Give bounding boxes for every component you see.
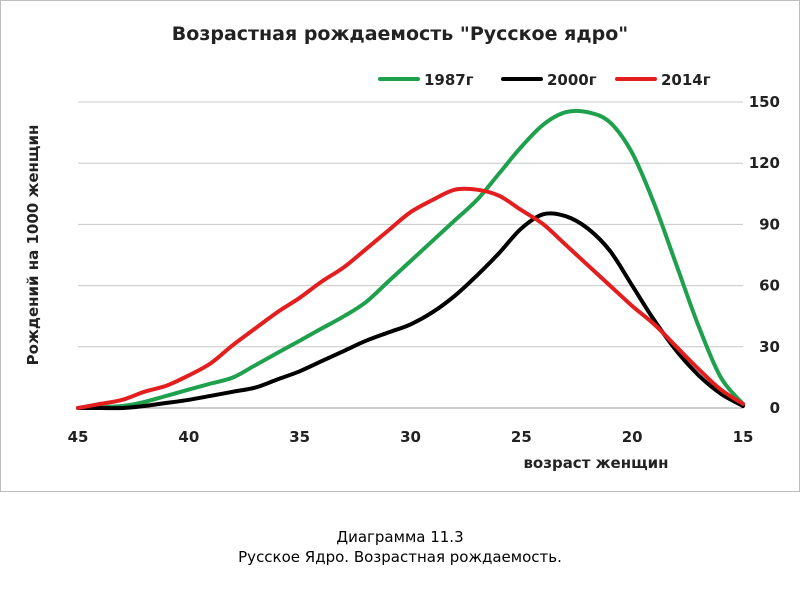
x-tick-label: 30 xyxy=(400,428,421,446)
legend: 1987г 2000г 2014г xyxy=(378,71,711,89)
y-tick-labels: 0 30 60 90 120 150 xyxy=(749,93,780,417)
x-tick-label: 20 xyxy=(622,428,643,446)
figure-caption-title: Русское Ядро. Возрастная рождаемость. xyxy=(238,548,562,566)
figure-caption-number: Диаграмма 11.3 xyxy=(336,528,464,546)
x-tick-labels: 45 40 35 30 25 20 15 xyxy=(68,428,754,446)
x-tick-label: 40 xyxy=(178,428,199,446)
x-tick-label: 15 xyxy=(733,428,754,446)
x-tick-label: 45 xyxy=(68,428,89,446)
y-tick-label: 150 xyxy=(749,93,780,111)
gridlines xyxy=(78,101,743,409)
series-line-1987г xyxy=(76,108,745,410)
legend-label: 2000г xyxy=(547,71,597,89)
chart: Возрастная рождаемость "Русское ядро" 19… xyxy=(24,23,780,472)
y-tick-label: 0 xyxy=(770,399,780,417)
y-tick-label: 90 xyxy=(759,215,780,233)
chart-title: Возрастная рождаемость "Русское ядро" xyxy=(172,23,628,45)
series-lines xyxy=(76,108,745,411)
legend-label: 1987г xyxy=(424,71,474,89)
y-tick-label: 120 xyxy=(749,154,780,172)
series-line-2014г xyxy=(76,186,745,410)
x-axis-label: возраст женщин xyxy=(523,454,668,472)
legend-label: 2014г xyxy=(661,71,711,89)
y-tick-label: 60 xyxy=(759,277,780,295)
y-tick-label: 30 xyxy=(759,338,780,356)
series-line-2000г xyxy=(76,211,745,411)
x-tick-label: 35 xyxy=(289,428,310,446)
x-tick-label: 25 xyxy=(511,428,532,446)
y-axis-label: Рождений на 1000 женщин xyxy=(24,125,42,366)
